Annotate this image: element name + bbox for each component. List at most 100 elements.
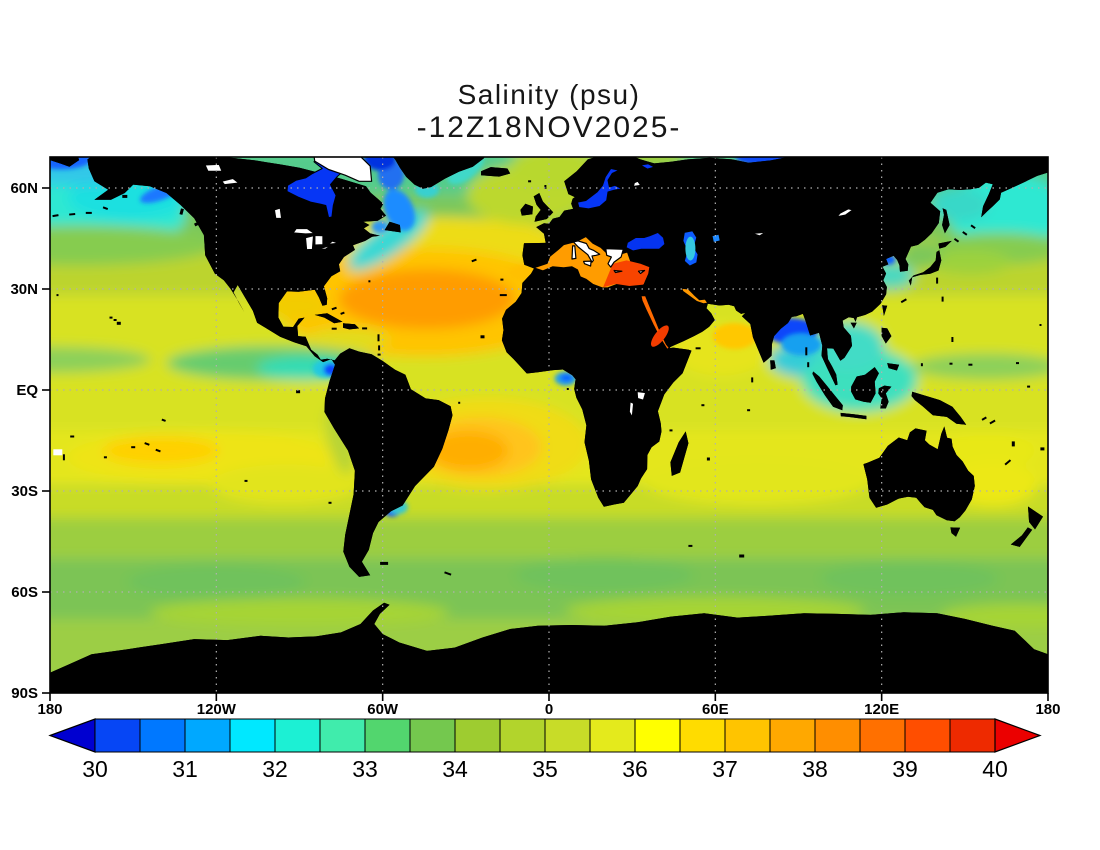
salinity-feature-45 (781, 333, 822, 356)
colorbar-label-33: 33 (352, 756, 378, 782)
island-mark-31 (739, 554, 745, 558)
colorbar-segment-30 (94, 718, 141, 753)
island-mark-14 (131, 446, 136, 449)
colorbar-label-38: 38 (802, 756, 828, 782)
salinity-feature-11 (339, 269, 515, 330)
island-mark-61 (103, 456, 107, 459)
island-mark-7 (109, 316, 113, 319)
salinity-feature-36 (428, 430, 509, 471)
island-mark-48 (179, 208, 184, 215)
lake-winnipeg (273, 207, 283, 219)
island-mark-60 (62, 454, 65, 461)
salinity-feature-40 (560, 373, 573, 382)
x-tick-label-6: 180 (1035, 701, 1060, 718)
island-mark-43 (378, 345, 381, 351)
island-mark-10 (296, 390, 301, 394)
salinity-feature-16 (371, 220, 388, 233)
lake-balkhash (752, 231, 766, 237)
island-mark-34 (444, 571, 452, 576)
lake-baikal (836, 208, 854, 218)
colorbar-segment-33.5 (409, 718, 456, 753)
colorbar-segment-35 (544, 718, 591, 753)
island-mark-49 (194, 220, 203, 227)
salinity-feature-42 (712, 323, 757, 350)
colorbar-segment-34 (454, 718, 501, 753)
colorbar-segment-37 (724, 718, 771, 753)
mediterranean-east-high (603, 260, 650, 288)
island-mark-56 (458, 401, 461, 404)
island-mark-27 (747, 409, 751, 412)
island-mark-40 (331, 306, 337, 311)
island-mark-33 (380, 561, 389, 565)
island-mark-9 (116, 321, 121, 325)
island-baffin-island (313, 157, 373, 182)
island-mark-37 (499, 294, 507, 297)
colorbar-label-36: 36 (622, 756, 648, 782)
chart-title: Salinity (psu) (458, 79, 641, 110)
colorbar-label-39: 39 (892, 756, 918, 782)
island-greece (605, 248, 624, 268)
red-sea-south-high (650, 325, 669, 347)
island-mark-36 (500, 278, 504, 281)
y-tick-label-4: 60S (11, 584, 38, 601)
island-mark-58 (244, 479, 248, 482)
island-mark-1 (69, 213, 76, 216)
island-mark-64 (900, 298, 907, 304)
salinity-band-6 (50, 517, 1048, 559)
island-mark-29 (706, 457, 710, 461)
island-mark-53 (807, 362, 810, 368)
x-tick-label-1: 120W (197, 701, 237, 718)
colorbar-segment-39.5 (949, 718, 996, 753)
island-mark-0 (52, 214, 59, 218)
colorbar-arrow-low (48, 718, 96, 753)
sea-black-sea (625, 231, 666, 252)
x-tick-label-3: 0 (545, 701, 553, 718)
island-mark-28 (701, 404, 705, 407)
island-mark-3 (102, 206, 109, 210)
colorbar-segment-30.5 (139, 718, 186, 753)
island-mark-20 (1016, 362, 1019, 365)
island-mark-21 (1027, 385, 1031, 388)
island-mark-16 (1011, 441, 1015, 447)
colorbar-label-30: 30 (82, 756, 108, 782)
salinity-feature-53 (939, 432, 1035, 469)
salinity-feature-29 (50, 346, 151, 373)
colorbar: 30 31 32 33 34 35 36 37 38 39 40 (48, 718, 1042, 782)
island-mark-50 (528, 180, 532, 183)
salinity-feature-51 (900, 242, 941, 269)
colorbar-segment-39 (904, 718, 951, 753)
colorbar-segment-34.5 (499, 718, 546, 753)
island-mark-25 (920, 363, 923, 367)
island-mark-39 (368, 280, 371, 283)
island-mark-15 (1040, 447, 1045, 451)
colorbar-segment-38 (814, 718, 861, 753)
salinity-feature-8 (930, 250, 1011, 275)
sea-white-sea (640, 163, 655, 170)
island-mark-57 (328, 501, 332, 504)
island-mark-18 (989, 419, 996, 425)
salinity-feature-33 (210, 464, 361, 505)
axis-ticks-and-labels: 180 120W 60W 0 60E 120E 180 60N 30N EQ 30S 60S 90S (10, 180, 1060, 718)
x-tick-label-0: 180 (37, 701, 62, 718)
colorbar-segment-32 (274, 718, 321, 753)
island-mark-52 (805, 347, 808, 356)
colorbar-segment-38.5 (859, 718, 906, 753)
island-sardinia-corsica (571, 245, 577, 260)
colorbar-segment-31 (184, 718, 231, 753)
colorbar-segment-35.5 (589, 718, 636, 753)
sea-red-sea (640, 295, 670, 350)
island-crete (613, 269, 623, 274)
island-mark-66 (941, 296, 944, 302)
salinity-feature-43 (641, 456, 872, 505)
island-mark-22 (968, 363, 973, 366)
island-mark-54 (695, 347, 701, 350)
lake-erie (317, 245, 331, 250)
missing-data-patch-0 (53, 449, 63, 456)
island-mark-59 (70, 435, 75, 438)
salinity-feature-57 (126, 563, 307, 600)
island-mark-47 (122, 194, 128, 198)
salinity-feature-18 (363, 157, 396, 171)
island-mark-12 (144, 442, 150, 446)
colorbar-segment-31.5 (229, 718, 276, 753)
